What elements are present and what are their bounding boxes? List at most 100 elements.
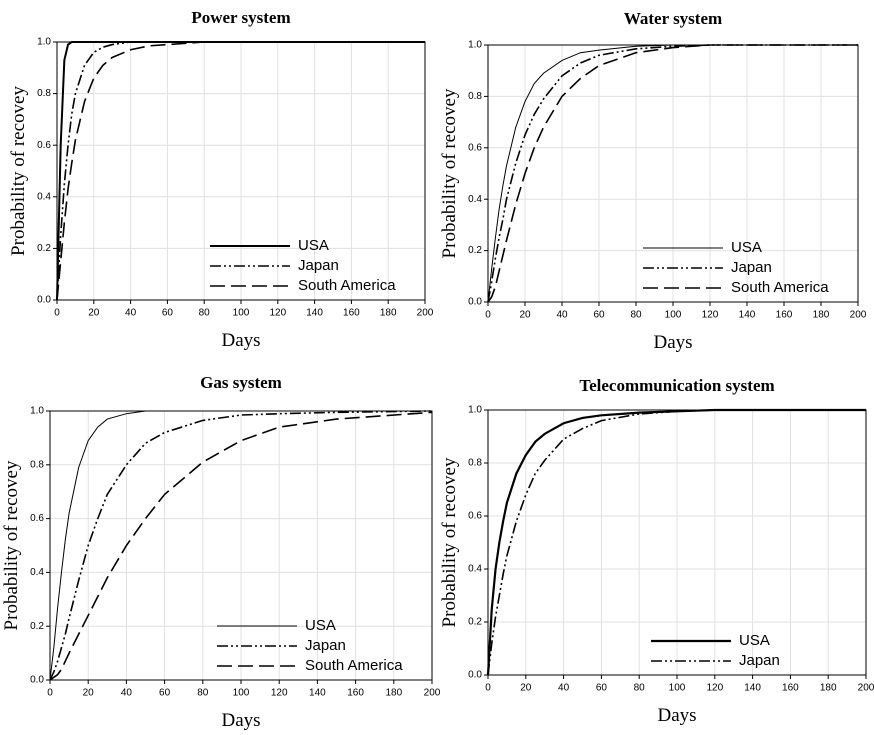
y-tick-label: 0.0 bbox=[30, 675, 44, 686]
chart-title: Telecommunication system bbox=[579, 376, 774, 395]
x-tick-label: 0 bbox=[485, 683, 491, 694]
y-tick-label: 0.4 bbox=[30, 567, 44, 578]
x-tick-label: 20 bbox=[83, 688, 95, 699]
x-tick-label: 60 bbox=[162, 308, 174, 319]
x-tick-label: 80 bbox=[199, 308, 211, 319]
y-tick-label: 1.0 bbox=[468, 40, 482, 51]
x-tick-label: 140 bbox=[739, 310, 756, 321]
x-tick-label: 160 bbox=[782, 683, 799, 694]
line-series bbox=[49, 411, 433, 681]
legend-label: South America bbox=[731, 279, 829, 296]
x-tick-label: 60 bbox=[596, 683, 608, 694]
line-series bbox=[487, 44, 858, 303]
x-axis-label: Days bbox=[653, 332, 692, 353]
chart-title: Water system bbox=[624, 9, 722, 28]
x-tick-label: 200 bbox=[417, 308, 434, 319]
x-tick-label: 0 bbox=[54, 308, 60, 319]
chart-title: Power system bbox=[191, 8, 290, 27]
y-tick-label: 0.4 bbox=[468, 194, 482, 205]
y-tick-label: 0.2 bbox=[37, 243, 51, 254]
y-axis-label: Probability of recovey bbox=[1, 460, 22, 630]
line-series bbox=[49, 410, 433, 681]
y-tick-label: 0.0 bbox=[468, 670, 482, 681]
x-axis-label: Days bbox=[657, 705, 696, 726]
x-tick-label: 80 bbox=[634, 683, 646, 694]
x-tick-label: 80 bbox=[630, 310, 642, 321]
x-tick-label: 40 bbox=[558, 683, 570, 694]
y-tick-label: 0.8 bbox=[468, 91, 482, 102]
x-tick-label: 180 bbox=[385, 688, 402, 699]
x-tick-label: 180 bbox=[820, 683, 837, 694]
legend-label: USA bbox=[731, 239, 762, 256]
line-series bbox=[487, 44, 858, 303]
y-tick-label: 0.0 bbox=[468, 297, 482, 308]
y-tick-label: 1.0 bbox=[30, 406, 44, 417]
line-series bbox=[487, 409, 866, 676]
x-tick-label: 20 bbox=[88, 308, 100, 319]
x-tick-label: 20 bbox=[520, 683, 532, 694]
y-tick-label: 0.2 bbox=[468, 617, 482, 628]
line-series bbox=[49, 410, 432, 681]
x-axis-label: Days bbox=[221, 710, 260, 731]
x-tick-label: 120 bbox=[271, 688, 288, 699]
x-tick-label: 160 bbox=[343, 308, 360, 319]
legend-label: Japan bbox=[731, 259, 772, 276]
legend-label: Japan bbox=[305, 637, 346, 654]
legend-label: USA bbox=[739, 632, 770, 649]
x-tick-label: 100 bbox=[233, 308, 250, 319]
x-tick-label: 200 bbox=[850, 310, 867, 321]
x-tick-label: 40 bbox=[556, 310, 568, 321]
x-axis-label: Days bbox=[221, 330, 260, 351]
x-tick-label: 20 bbox=[519, 310, 531, 321]
legend-label: South America bbox=[298, 277, 396, 294]
y-tick-label: 0.6 bbox=[468, 142, 482, 153]
y-tick-label: 0.8 bbox=[468, 458, 482, 469]
y-tick-label: 0.2 bbox=[30, 621, 44, 632]
x-tick-label: 40 bbox=[125, 308, 137, 319]
x-tick-label: 60 bbox=[159, 688, 171, 699]
y-tick-label: 0.6 bbox=[30, 513, 44, 524]
line-series bbox=[486, 408, 866, 676]
x-tick-label: 40 bbox=[121, 688, 133, 699]
y-tick-label: 0.0 bbox=[37, 295, 51, 306]
y-tick-label: 0.8 bbox=[30, 459, 44, 470]
legend-label: Japan bbox=[739, 652, 780, 669]
x-tick-label: 100 bbox=[665, 310, 682, 321]
line-series bbox=[56, 41, 425, 301]
x-tick-label: 100 bbox=[669, 683, 686, 694]
legend-label: Japan bbox=[298, 257, 339, 274]
y-tick-label: 0.6 bbox=[37, 140, 51, 151]
x-tick-label: 180 bbox=[813, 310, 830, 321]
y-tick-label: 0.6 bbox=[468, 511, 482, 522]
x-tick-label: 120 bbox=[706, 683, 723, 694]
y-tick-label: 1.0 bbox=[468, 405, 482, 416]
y-axis-label: Probability of recovey bbox=[8, 86, 29, 256]
line-series bbox=[487, 44, 858, 303]
x-tick-label: 60 bbox=[593, 310, 605, 321]
x-tick-label: 200 bbox=[858, 683, 874, 694]
x-tick-label: 140 bbox=[309, 688, 326, 699]
y-axis-label: Probability of recovey bbox=[439, 88, 460, 258]
x-tick-label: 180 bbox=[380, 308, 397, 319]
y-axis-label: Probability of recovey bbox=[439, 457, 460, 627]
x-tick-label: 140 bbox=[744, 683, 761, 694]
chart-title: Gas system bbox=[200, 373, 282, 392]
x-tick-label: 200 bbox=[424, 688, 441, 699]
x-tick-label: 140 bbox=[306, 308, 323, 319]
y-tick-label: 0.4 bbox=[37, 191, 51, 202]
y-tick-label: 0.4 bbox=[468, 564, 482, 575]
x-tick-label: 0 bbox=[47, 688, 53, 699]
x-tick-label: 0 bbox=[485, 310, 491, 321]
x-tick-label: 160 bbox=[347, 688, 364, 699]
legend-label: USA bbox=[298, 237, 329, 254]
x-tick-label: 80 bbox=[197, 688, 209, 699]
x-tick-label: 120 bbox=[702, 310, 719, 321]
legend-label: USA bbox=[305, 617, 336, 634]
y-tick-label: 0.8 bbox=[37, 88, 51, 99]
x-tick-label: 100 bbox=[233, 688, 250, 699]
x-tick-label: 160 bbox=[776, 310, 793, 321]
y-tick-label: 0.2 bbox=[468, 245, 482, 256]
legend-label: South America bbox=[305, 657, 403, 674]
x-tick-label: 120 bbox=[269, 308, 286, 319]
